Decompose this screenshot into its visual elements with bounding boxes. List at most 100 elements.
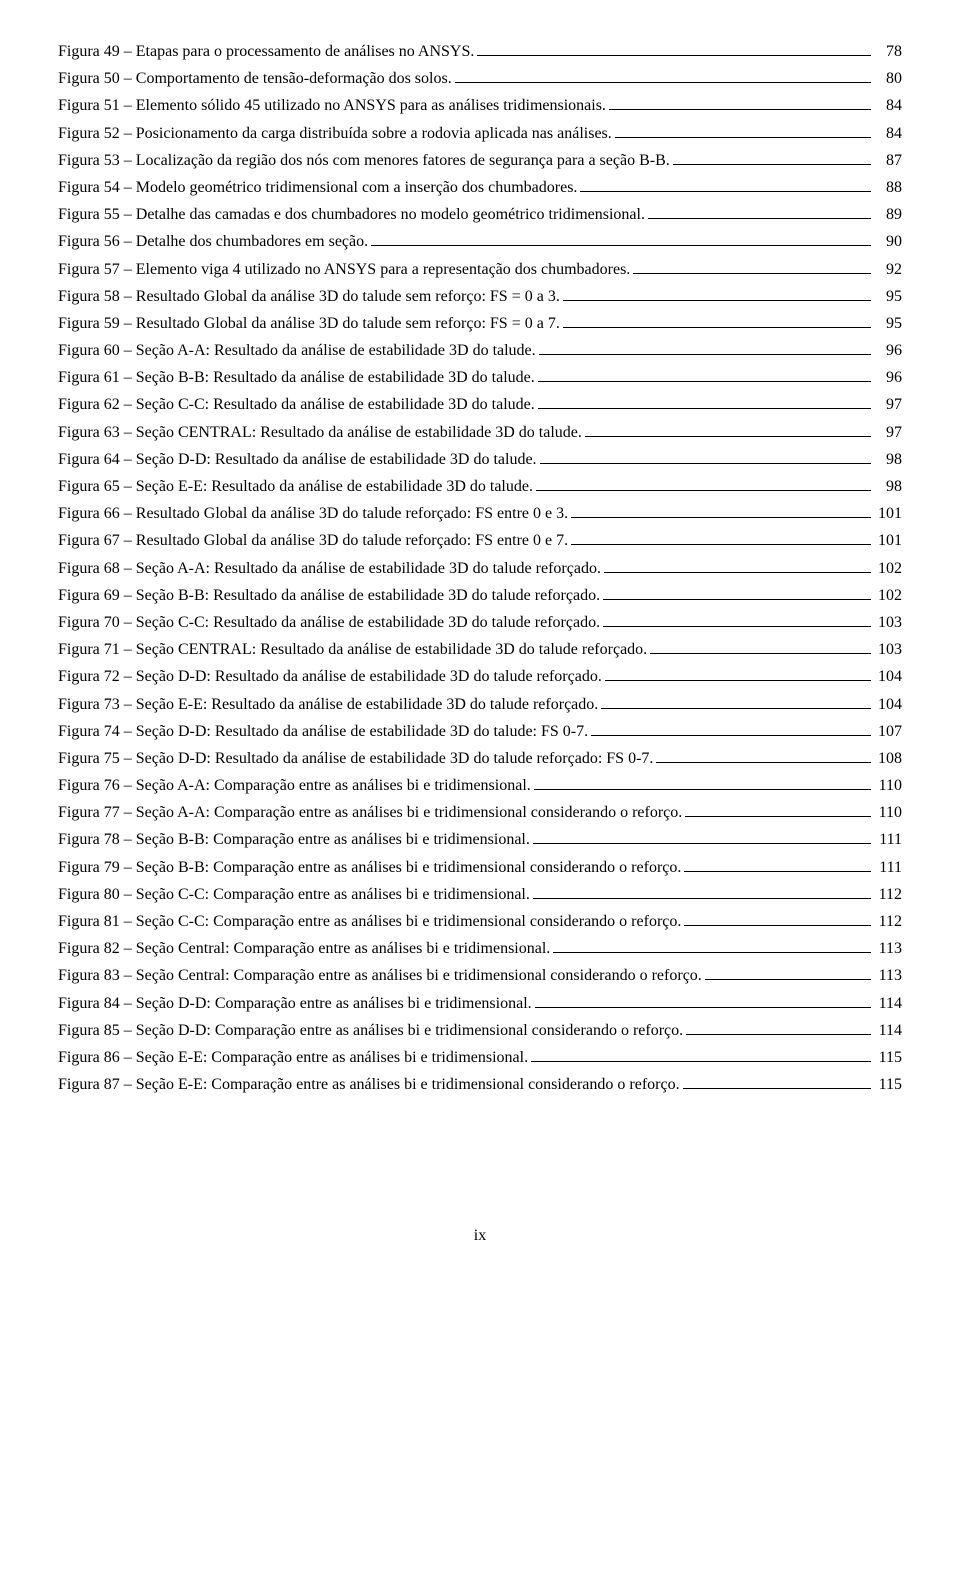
figure-entry-text: Figura 50 – Comportamento de tensão-defo… xyxy=(58,67,452,91)
figure-entry-text: Figura 52 – Posicionamento da carga dist… xyxy=(58,122,612,146)
leader-line xyxy=(633,273,871,274)
figure-entry-text: Figura 74 – Seção D-D: Resultado da anál… xyxy=(58,720,588,744)
figure-entry: Figura 53 – Localização da região dos nó… xyxy=(58,149,902,173)
figure-entry-page: 78 xyxy=(874,40,902,64)
figure-entry: Figura 71 – Seção CENTRAL: Resultado da … xyxy=(58,638,902,662)
figure-entry: Figura 85 – Seção D-D: Comparação entre … xyxy=(58,1019,902,1043)
figure-entry-text: Figura 54 – Modelo geométrico tridimensi… xyxy=(58,176,577,200)
leader-line xyxy=(605,680,871,681)
figure-entry-page: 88 xyxy=(874,176,902,200)
figure-entry-page: 80 xyxy=(874,67,902,91)
leader-line xyxy=(540,463,871,464)
figure-entry-page: 107 xyxy=(874,720,902,744)
figure-entry-text: Figura 76 – Seção A-A: Comparação entre … xyxy=(58,774,531,798)
figure-entry-page: 84 xyxy=(874,94,902,118)
page-container: Figura 49 – Etapas para o processamento … xyxy=(0,0,960,1275)
leader-line xyxy=(609,109,871,110)
leader-line xyxy=(538,408,871,409)
figure-entry-text: Figura 71 – Seção CENTRAL: Resultado da … xyxy=(58,638,647,662)
figure-entry: Figura 78 – Seção B-B: Comparação entre … xyxy=(58,828,902,852)
figure-entry-text: Figura 55 – Detalhe das camadas e dos ch… xyxy=(58,203,645,227)
figure-entry: Figura 63 – Seção CENTRAL: Resultado da … xyxy=(58,421,902,445)
figure-entry-text: Figura 82 – Seção Central: Comparação en… xyxy=(58,937,550,961)
figure-entry: Figura 59 – Resultado Global da análise … xyxy=(58,312,902,336)
figure-entry: Figura 69 – Seção B-B: Resultado da anál… xyxy=(58,584,902,608)
figure-entry-text: Figura 53 – Localização da região dos nó… xyxy=(58,149,670,173)
leader-line xyxy=(533,898,871,899)
leader-line xyxy=(571,517,871,518)
figure-entry-text: Figura 63 – Seção CENTRAL: Resultado da … xyxy=(58,421,582,445)
leader-line xyxy=(531,1061,871,1062)
figure-entry-text: Figura 86 – Seção E-E: Comparação entre … xyxy=(58,1046,528,1070)
leader-line xyxy=(604,572,871,573)
leader-line xyxy=(591,735,871,736)
page-number: ix xyxy=(58,1227,902,1245)
figure-entry-page: 110 xyxy=(874,774,902,798)
leader-line xyxy=(686,1034,871,1035)
figure-entry-text: Figura 75 – Seção D-D: Resultado da anál… xyxy=(58,747,653,771)
figure-entry: Figura 84 – Seção D-D: Comparação entre … xyxy=(58,992,902,1016)
figure-entry-text: Figura 81 – Seção C-C: Comparação entre … xyxy=(58,910,681,934)
figure-entry-page: 96 xyxy=(874,366,902,390)
leader-line xyxy=(533,843,871,844)
figure-entry: Figura 60 – Seção A-A: Resultado da anál… xyxy=(58,339,902,363)
leader-line xyxy=(684,871,871,872)
figure-entry-page: 102 xyxy=(874,584,902,608)
figure-entry-page: 104 xyxy=(874,693,902,717)
figure-entry: Figura 61 – Seção B-B: Resultado da anál… xyxy=(58,366,902,390)
figure-entry-text: Figura 80 – Seção C-C: Comparação entre … xyxy=(58,883,530,907)
figure-entry-page: 112 xyxy=(874,910,902,934)
figure-entry: Figura 73 – Seção E-E: Resultado da anál… xyxy=(58,693,902,717)
leader-line xyxy=(648,218,871,219)
figure-entry-text: Figura 84 – Seção D-D: Comparação entre … xyxy=(58,992,532,1016)
figure-entry: Figura 67 – Resultado Global da análise … xyxy=(58,529,902,553)
figure-entry: Figura 80 – Seção C-C: Comparação entre … xyxy=(58,883,902,907)
figure-entry-text: Figura 62 – Seção C-C: Resultado da anál… xyxy=(58,393,535,417)
leader-line xyxy=(673,164,871,165)
figure-entry: Figura 72 – Seção D-D: Resultado da anál… xyxy=(58,665,902,689)
figure-entry: Figura 83 – Seção Central: Comparação en… xyxy=(58,964,902,988)
figure-entry-page: 115 xyxy=(874,1046,902,1070)
figure-entry: Figura 76 – Seção A-A: Comparação entre … xyxy=(58,774,902,798)
figure-entry-text: Figura 70 – Seção C-C: Resultado da anál… xyxy=(58,611,600,635)
figure-entry-text: Figura 78 – Seção B-B: Comparação entre … xyxy=(58,828,530,852)
figure-entry-page: 103 xyxy=(874,611,902,635)
figure-entry-page: 103 xyxy=(874,638,902,662)
figure-entry-text: Figura 49 – Etapas para o processamento … xyxy=(58,40,474,64)
figure-entry-page: 95 xyxy=(874,285,902,309)
leader-line xyxy=(477,55,871,56)
figure-entry-page: 98 xyxy=(874,448,902,472)
leader-line xyxy=(601,708,871,709)
figure-entry-page: 102 xyxy=(874,557,902,581)
figure-entry-text: Figura 59 – Resultado Global da análise … xyxy=(58,312,560,336)
leader-line xyxy=(371,245,871,246)
leader-line xyxy=(650,653,871,654)
figure-entry-text: Figura 61 – Seção B-B: Resultado da anál… xyxy=(58,366,535,390)
figure-entry-page: 101 xyxy=(874,529,902,553)
figure-entry: Figura 52 – Posicionamento da carga dist… xyxy=(58,122,902,146)
figure-entry-page: 95 xyxy=(874,312,902,336)
figure-entry: Figura 49 – Etapas para o processamento … xyxy=(58,40,902,64)
leader-line xyxy=(455,82,871,83)
figure-entry-text: Figura 66 – Resultado Global da análise … xyxy=(58,502,568,526)
figure-entry-page: 84 xyxy=(874,122,902,146)
figure-entry: Figura 86 – Seção E-E: Comparação entre … xyxy=(58,1046,902,1070)
figure-entry-text: Figura 69 – Seção B-B: Resultado da anál… xyxy=(58,584,600,608)
figure-entry-page: 97 xyxy=(874,393,902,417)
leader-line xyxy=(705,979,871,980)
figure-entry-page: 111 xyxy=(874,856,902,880)
figure-entry-text: Figura 68 – Seção A-A: Resultado da anál… xyxy=(58,557,601,581)
leader-line xyxy=(685,816,871,817)
figure-entry-page: 110 xyxy=(874,801,902,825)
figure-entry: Figura 87 – Seção E-E: Comparação entre … xyxy=(58,1073,902,1097)
figure-entry: Figura 82 – Seção Central: Comparação en… xyxy=(58,937,902,961)
figure-entry-page: 92 xyxy=(874,258,902,282)
figure-entry-text: Figura 87 – Seção E-E: Comparação entre … xyxy=(58,1073,680,1097)
figure-entry: Figura 66 – Resultado Global da análise … xyxy=(58,502,902,526)
figure-entry-page: 114 xyxy=(874,992,902,1016)
leader-line xyxy=(536,490,871,491)
list-of-figures: Figura 49 – Etapas para o processamento … xyxy=(58,40,902,1097)
figure-entry-page: 108 xyxy=(874,747,902,771)
figure-entry: Figura 55 – Detalhe das camadas e dos ch… xyxy=(58,203,902,227)
leader-line xyxy=(538,381,871,382)
